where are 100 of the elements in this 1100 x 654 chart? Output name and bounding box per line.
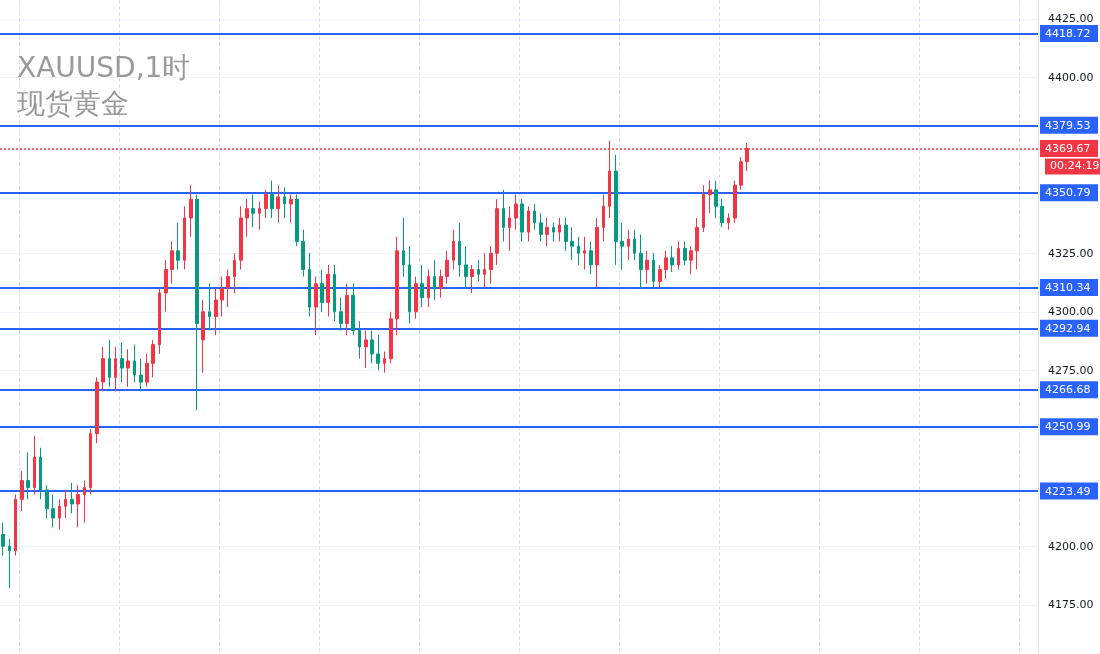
candlestick (339, 297, 343, 332)
ref-line-label: 4310.34 (1045, 281, 1091, 295)
candlestick (295, 194, 299, 247)
candlestick (108, 339, 111, 388)
candlestick (570, 226, 574, 261)
y-tick-label: 4200.00 (1048, 539, 1094, 553)
candlestick (64, 489, 67, 519)
candlestick (245, 198, 249, 238)
ref-line-label: 4350.79 (1045, 186, 1091, 200)
candlestick (8, 538, 11, 589)
candlestick (39, 447, 42, 500)
candlestick (602, 194, 605, 242)
candlestick (514, 194, 518, 231)
candlestick (264, 189, 268, 219)
candlestick (58, 498, 61, 531)
candlestick (183, 205, 186, 271)
candlestick (233, 252, 236, 294)
candlestick (1, 522, 5, 557)
candlestick (627, 229, 630, 261)
candlestick (383, 351, 386, 374)
candlestick (189, 184, 193, 238)
candlestick (220, 276, 224, 317)
candlestick (120, 341, 124, 383)
candlestick (26, 451, 30, 500)
ref-line-label: 4223.49 (1045, 484, 1091, 498)
candlestick (664, 250, 668, 280)
candlestick (14, 494, 17, 557)
candlestick (276, 184, 280, 224)
candlestick (226, 269, 230, 308)
candlestick (464, 245, 468, 289)
candlestick (270, 179, 274, 219)
candlestick (33, 435, 36, 496)
candlestick (458, 222, 461, 278)
candlestick (695, 217, 699, 271)
candlestick (289, 194, 293, 224)
candlestick (20, 470, 24, 512)
text: 现货黄金 (17, 86, 129, 120)
candlestick (527, 205, 530, 242)
candlestick (552, 222, 555, 242)
candlestick (201, 299, 205, 374)
candlestick (89, 428, 92, 496)
candlestick (564, 217, 568, 252)
ref-line-label: 4418.72 (1045, 26, 1091, 40)
candlestick (308, 252, 311, 317)
candlestick (577, 236, 580, 266)
candlestick (727, 212, 730, 231)
ref-line-label: 4369.67 (1045, 141, 1091, 155)
y-tick-label: 4275.00 (1048, 363, 1094, 377)
candlestick (702, 184, 705, 233)
candlestick (714, 179, 718, 219)
candlestick (251, 194, 255, 228)
candlestick (658, 264, 662, 289)
candlestick (720, 198, 724, 228)
y-tick-label: 4325.00 (1048, 246, 1094, 260)
candlestick (239, 205, 243, 271)
ref-line-label: 4379.53 (1045, 118, 1091, 132)
candlestick (583, 236, 586, 271)
candlestick (645, 250, 649, 285)
candlestick (589, 240, 593, 275)
candlestick (158, 287, 161, 355)
ref-line-label: 4250.99 (1045, 420, 1091, 434)
candlestick (439, 269, 443, 299)
candlestick (51, 494, 55, 528)
candlestick (258, 201, 261, 231)
candlestick (633, 229, 636, 261)
candlestick (376, 334, 380, 371)
candlestick (164, 259, 168, 313)
text: 00:24:19 (1050, 159, 1100, 173)
ref-line-label: 4266.68 (1045, 383, 1091, 397)
candlestick (483, 252, 486, 289)
candlestick (508, 205, 511, 252)
candlestick (95, 376, 99, 444)
candlestick (427, 269, 430, 308)
candlestick (176, 222, 180, 271)
candlestick (733, 179, 737, 224)
candlestick (595, 217, 599, 289)
candlestick (489, 245, 493, 285)
candlestick (101, 346, 105, 392)
candlestick (195, 194, 199, 411)
candlestick (620, 222, 624, 271)
y-tick-label: 4300.00 (1048, 305, 1094, 319)
candlestick (301, 229, 305, 278)
candlestick (652, 252, 655, 289)
candlestick (739, 156, 743, 191)
candlestick (45, 484, 49, 519)
text: XAUUSD,1时 (17, 50, 191, 84)
y-tick-label: 4400.00 (1048, 70, 1094, 84)
candlestick (558, 217, 561, 242)
candlestick (477, 259, 480, 282)
candlestick (208, 283, 211, 332)
candlestick (345, 283, 349, 336)
candlestick (83, 480, 86, 524)
candlestick (445, 250, 449, 285)
candlestick (133, 344, 136, 383)
candlestick (370, 330, 374, 364)
candlestick (151, 339, 155, 378)
candlestick (452, 229, 455, 271)
candlestick (351, 283, 355, 336)
candlestick (333, 264, 336, 322)
candlestick (358, 320, 361, 360)
